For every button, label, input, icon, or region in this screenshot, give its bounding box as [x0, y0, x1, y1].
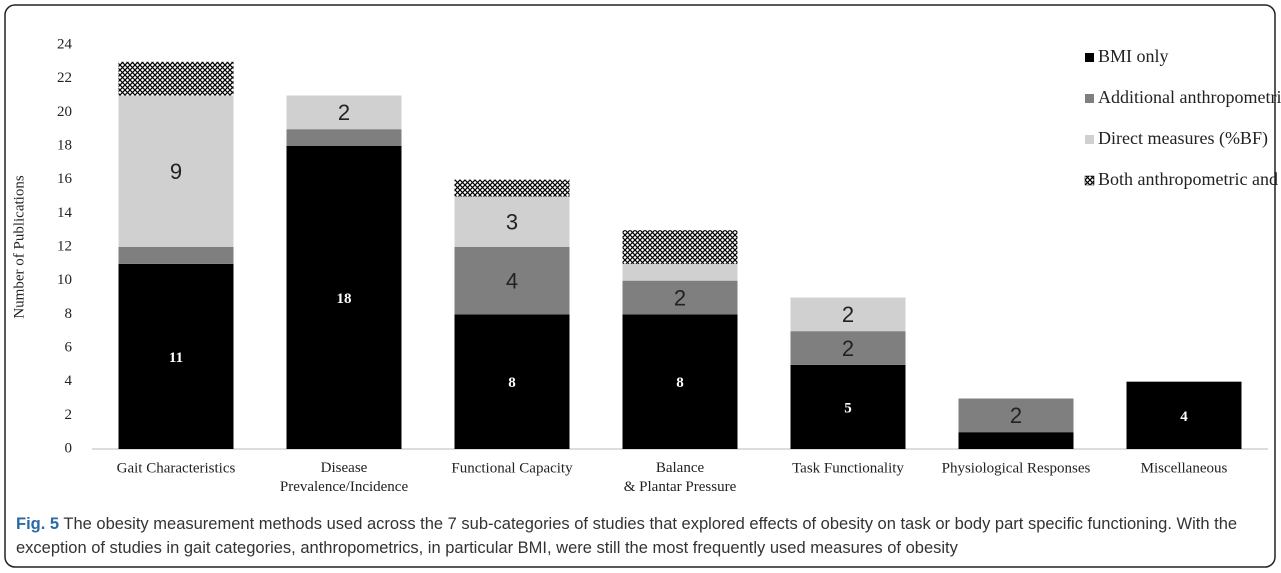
bar-segment — [958, 398, 1074, 433]
data-label: 2 — [842, 302, 854, 327]
y-tick-label: 24 — [57, 36, 73, 52]
bar-segment — [118, 61, 234, 96]
data-label: 2 — [674, 285, 686, 310]
bar-segment — [454, 179, 570, 197]
data-label: 5 — [844, 400, 852, 416]
y-tick-label: 20 — [57, 104, 72, 120]
data-label: 4 — [506, 268, 518, 293]
x-tick-label: Disease Prevalence/Incidence — [280, 460, 409, 495]
bar-segment — [790, 297, 906, 332]
caption-text: The obesity measurement methods used acr… — [16, 515, 1238, 557]
x-tick-label: Balance & Plantar Pressure — [624, 460, 737, 495]
y-tick-label: 10 — [57, 272, 72, 288]
y-tick-label: 14 — [57, 205, 73, 221]
data-label: 9 — [170, 159, 182, 184]
x-tick-label: Gait Characteristics — [117, 460, 236, 476]
data-label: 11 — [169, 350, 183, 366]
bar-segment — [958, 432, 1074, 449]
bar-segment — [790, 331, 906, 365]
legend-label: Both anthropometric and direct measures — [1098, 169, 1281, 189]
caption: Fig. 5 The obesity measurement methods u… — [16, 512, 1266, 560]
y-tick-label: 18 — [57, 137, 72, 153]
y-tick-label: 12 — [57, 238, 72, 254]
data-label: 8 — [676, 375, 684, 391]
bar-segment — [454, 314, 570, 449]
legend-swatch — [1084, 175, 1095, 186]
bar-segment — [454, 247, 570, 315]
y-tick-label: 16 — [57, 171, 73, 187]
bar-segment — [622, 230, 738, 264]
x-tick-label: Functional Capacity — [451, 460, 573, 476]
bar-segment — [118, 95, 234, 247]
data-label: 18 — [337, 291, 352, 307]
bar-segment — [790, 364, 906, 449]
data-label: 4 — [1180, 409, 1188, 425]
x-tick-label: Task Functionality — [792, 460, 904, 476]
bar-segment — [454, 196, 570, 247]
legend-swatch — [1085, 94, 1094, 103]
y-tick-label: 2 — [65, 407, 73, 423]
y-axis-title: Number of Publications — [11, 175, 27, 318]
x-tick-label: Miscellaneous — [1141, 460, 1228, 476]
legend-label: BMI only — [1098, 46, 1169, 66]
bar-segment — [118, 263, 234, 449]
data-label: 2 — [1010, 403, 1022, 428]
y-tick-label: 22 — [57, 70, 72, 86]
bar-segment — [286, 146, 402, 449]
bar-segment — [286, 129, 402, 146]
bar-segment — [118, 247, 234, 264]
data-label: 8 — [508, 375, 516, 391]
y-tick-label: 8 — [65, 306, 73, 322]
bar-segment — [622, 280, 738, 315]
data-label: 2 — [842, 336, 854, 361]
legend-swatch — [1085, 53, 1094, 62]
bar-segment — [622, 314, 738, 449]
legend-label: Additional anthropometric Measures (WC, … — [1098, 87, 1281, 108]
data-label: 3 — [506, 210, 518, 235]
legend-swatch — [1085, 135, 1094, 144]
data-label: 2 — [338, 100, 350, 125]
y-tick-label: 0 — [65, 440, 73, 456]
caption-label: Fig. 5 — [16, 515, 60, 533]
y-tick-label: 4 — [65, 373, 73, 389]
bar-segment — [1126, 381, 1242, 449]
bar-segment — [286, 95, 402, 130]
x-tick-label: Physiological Responses — [942, 460, 1091, 476]
frame — [4, 4, 1276, 568]
y-tick-label: 6 — [65, 339, 73, 355]
bar-segment — [622, 263, 738, 281]
legend-label: Direct measures (%BF) — [1098, 128, 1268, 149]
